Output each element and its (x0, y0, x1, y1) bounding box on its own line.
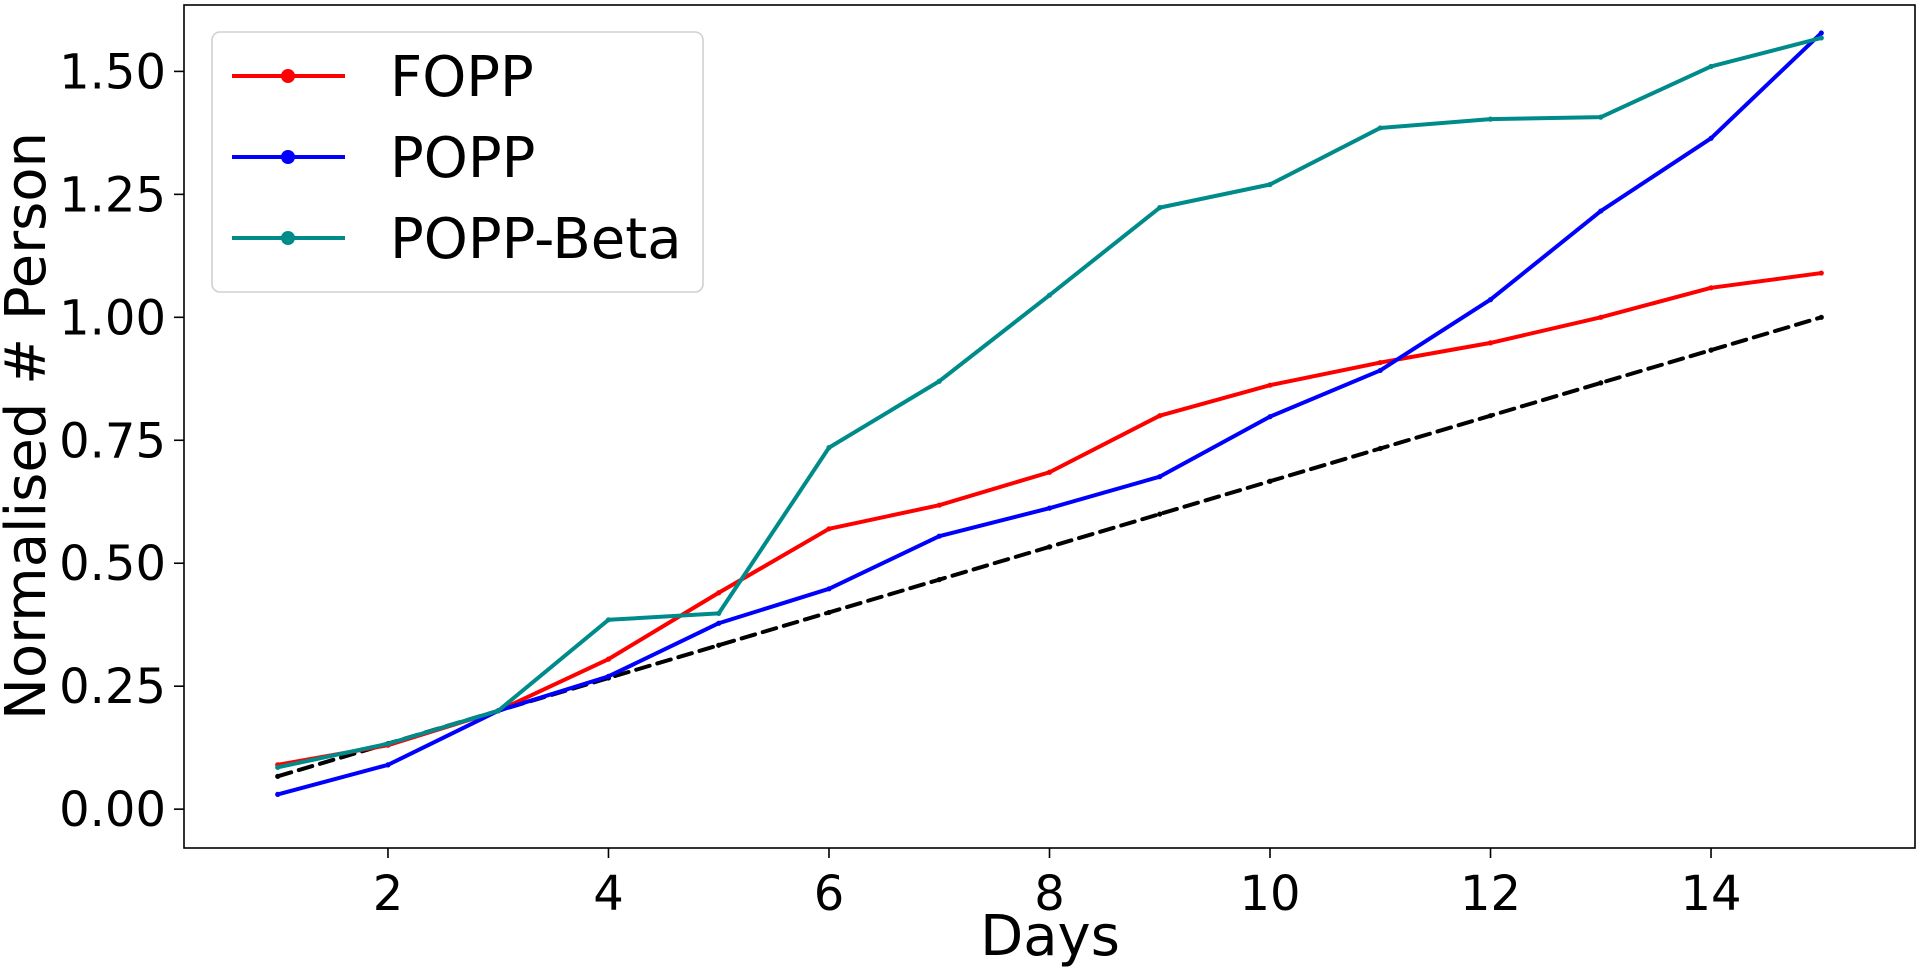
data-point (275, 791, 281, 797)
data-point (1708, 285, 1714, 291)
x-tick-label: 4 (593, 866, 624, 922)
data-point (1818, 270, 1824, 276)
data-point (1598, 380, 1604, 386)
data-point (1487, 116, 1494, 122)
data-point (385, 762, 391, 768)
data-point (826, 586, 832, 592)
legend-swatch-marker (281, 231, 295, 245)
data-point (605, 656, 612, 662)
y-tick-label: 0.75 (59, 413, 166, 469)
data-point (605, 673, 612, 679)
data-point (716, 642, 722, 648)
data-point (826, 445, 832, 451)
data-point (275, 764, 281, 770)
data-point (1267, 181, 1273, 188)
data-point (826, 526, 832, 532)
data-point (1046, 469, 1053, 475)
data-point (1708, 63, 1714, 70)
y-tick-label: 1.00 (59, 290, 166, 346)
x-axis: 2 4 6 8 10 12 14 (373, 848, 1742, 922)
x-tick-label: 6 (814, 866, 845, 922)
data-point (385, 741, 391, 747)
legend-entry: POPP-Beta (232, 207, 682, 272)
series-popp-beta (275, 35, 1824, 770)
legend-swatch-marker (281, 69, 295, 83)
data-point (1598, 314, 1604, 320)
data-point (1487, 340, 1494, 346)
y-tick-label: 0.25 (59, 659, 166, 715)
x-tick-label: 14 (1680, 866, 1741, 922)
legend-swatch-marker (281, 150, 295, 164)
legend-entry: FOPP (232, 45, 534, 110)
y-tick-label: 1.50 (59, 44, 166, 100)
data-point (275, 773, 281, 779)
series-popp (275, 30, 1824, 797)
data-point (1487, 297, 1494, 303)
x-tick-label: 12 (1460, 866, 1521, 922)
data-point (1487, 413, 1494, 419)
x-tick-label: 8 (1034, 866, 1065, 922)
data-point (1598, 208, 1604, 214)
data-point (936, 577, 942, 583)
legend-label: POPP-Beta (390, 207, 682, 272)
data-point (826, 609, 832, 616)
y-tick-label: 0.00 (59, 782, 166, 838)
data-point (1818, 35, 1824, 41)
y-tick-label: 1.25 (59, 167, 166, 223)
data-point (1377, 367, 1383, 374)
data-point (716, 590, 722, 596)
data-point (1267, 382, 1273, 388)
data-point (1157, 205, 1163, 211)
data-point (1267, 478, 1273, 484)
data-point (936, 502, 942, 508)
series-line-fopp (275, 271, 1824, 767)
legend: FOPP POPP POPP-Beta (211, 31, 704, 293)
data-point (1046, 544, 1053, 550)
legend-box (211, 31, 704, 293)
x-axis-title: Days (980, 904, 1120, 969)
data-point (1157, 413, 1163, 419)
legend-label: FOPP (390, 45, 534, 110)
data-point (1708, 135, 1714, 141)
data-point (1157, 511, 1163, 517)
data-point (1598, 114, 1604, 120)
data-point (605, 617, 612, 623)
series-fopp (275, 270, 1824, 768)
y-tick-label: 0.50 (59, 536, 166, 592)
y-axis: 0.00 0.25 0.50 0.75 1.00 1.25 1.50 (59, 44, 184, 838)
data-point (1708, 347, 1714, 353)
x-tick-label: 10 (1239, 866, 1300, 922)
data-point (1046, 505, 1053, 511)
data-point (716, 610, 722, 616)
data-point (1377, 359, 1383, 366)
data-point (1818, 314, 1824, 320)
data-point (1818, 30, 1824, 36)
y-axis-title: Normalised # Person (0, 132, 59, 720)
data-point (1377, 445, 1383, 452)
legend-label: POPP (390, 126, 535, 191)
data-point (495, 708, 501, 714)
data-point (936, 378, 942, 384)
data-point (1046, 292, 1053, 298)
legend-entry: POPP (232, 126, 535, 191)
data-point (936, 533, 942, 539)
data-point (1157, 474, 1163, 480)
series-layer (275, 30, 1824, 797)
data-point (1377, 125, 1383, 131)
x-tick-label: 2 (373, 866, 404, 922)
data-point (1267, 414, 1273, 420)
data-point (716, 620, 722, 626)
